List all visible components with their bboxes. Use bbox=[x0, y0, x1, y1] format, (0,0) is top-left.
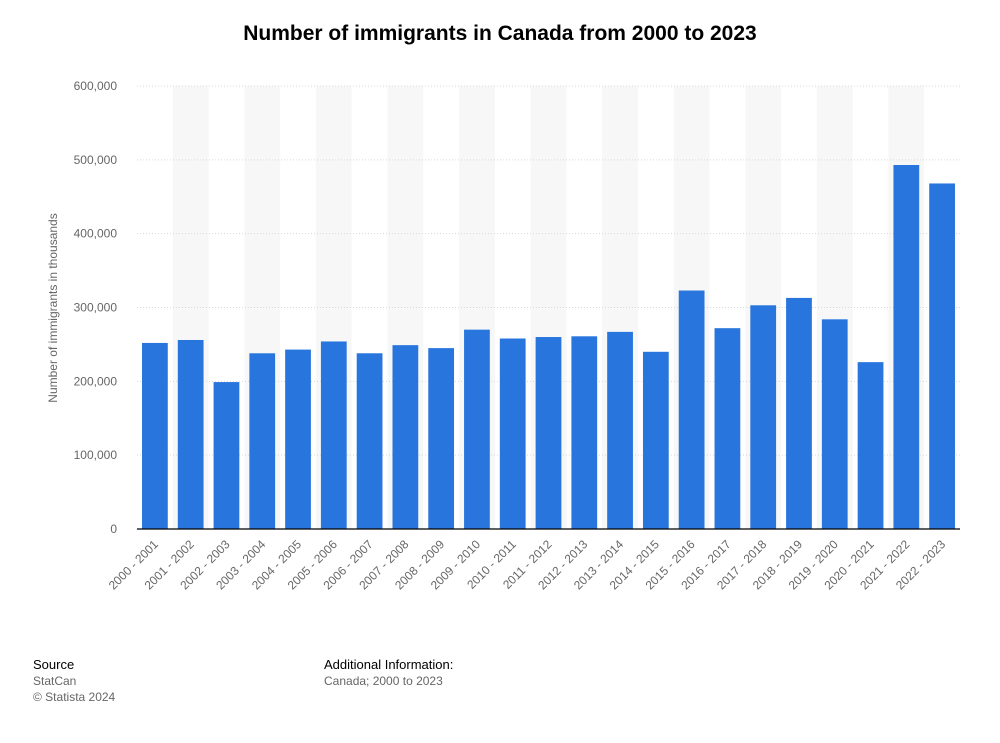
y-axis-label: Number of immigrants in thousands bbox=[46, 213, 60, 402]
bar[interactable] bbox=[571, 336, 598, 529]
source-block: Source StatCan © Statista 2024 bbox=[33, 657, 115, 705]
bars bbox=[137, 165, 960, 530]
source-name[interactable]: StatCan bbox=[33, 674, 77, 688]
chart-title: Number of immigrants in Canada from 2000… bbox=[243, 22, 757, 45]
source-heading: Source bbox=[33, 657, 75, 672]
bar[interactable] bbox=[499, 338, 526, 529]
y-tick-labels: 0 100,000 200,000 300,000 400,000 500,000 600,… bbox=[74, 79, 118, 536]
bar[interactable] bbox=[249, 353, 276, 529]
bar[interactable] bbox=[750, 305, 777, 529]
copyright-text: © Statista 2024 bbox=[33, 690, 116, 704]
bar[interactable] bbox=[535, 337, 562, 529]
bar[interactable] bbox=[821, 319, 848, 529]
bar[interactable] bbox=[642, 351, 669, 529]
y-tick-label: 0 bbox=[110, 522, 117, 536]
bar[interactable] bbox=[142, 342, 168, 529]
y-tick-label: 600,000 bbox=[74, 79, 118, 93]
bar[interactable] bbox=[392, 345, 419, 529]
bar[interactable] bbox=[285, 349, 311, 529]
y-tick-label: 400,000 bbox=[74, 227, 118, 241]
bar[interactable] bbox=[320, 341, 347, 529]
bar[interactable] bbox=[356, 353, 383, 529]
bar[interactable] bbox=[428, 348, 455, 529]
bar[interactable] bbox=[678, 290, 705, 529]
bar[interactable] bbox=[786, 297, 812, 529]
y-tick-label: 300,000 bbox=[74, 301, 118, 315]
bar-chart: 0 100,000 200,000 300,000 400,000 500,000 600,… bbox=[46, 79, 960, 592]
bar[interactable] bbox=[929, 183, 955, 529]
additional-info-block: Additional Information: Canada; 2000 to … bbox=[324, 657, 453, 689]
y-tick-label: 200,000 bbox=[74, 374, 118, 388]
bar[interactable] bbox=[607, 331, 633, 529]
additional-info-text: Canada; 2000 to 2023 bbox=[324, 674, 443, 688]
y-tick-label: 500,000 bbox=[74, 153, 118, 167]
bar[interactable] bbox=[857, 362, 884, 529]
y-tick-label: 100,000 bbox=[74, 448, 118, 462]
bar[interactable] bbox=[714, 328, 741, 529]
bar[interactable] bbox=[177, 339, 204, 529]
bar[interactable] bbox=[464, 329, 490, 529]
additional-info-heading: Additional Information: bbox=[324, 657, 454, 672]
bar[interactable] bbox=[213, 382, 240, 529]
bar[interactable] bbox=[893, 165, 920, 530]
